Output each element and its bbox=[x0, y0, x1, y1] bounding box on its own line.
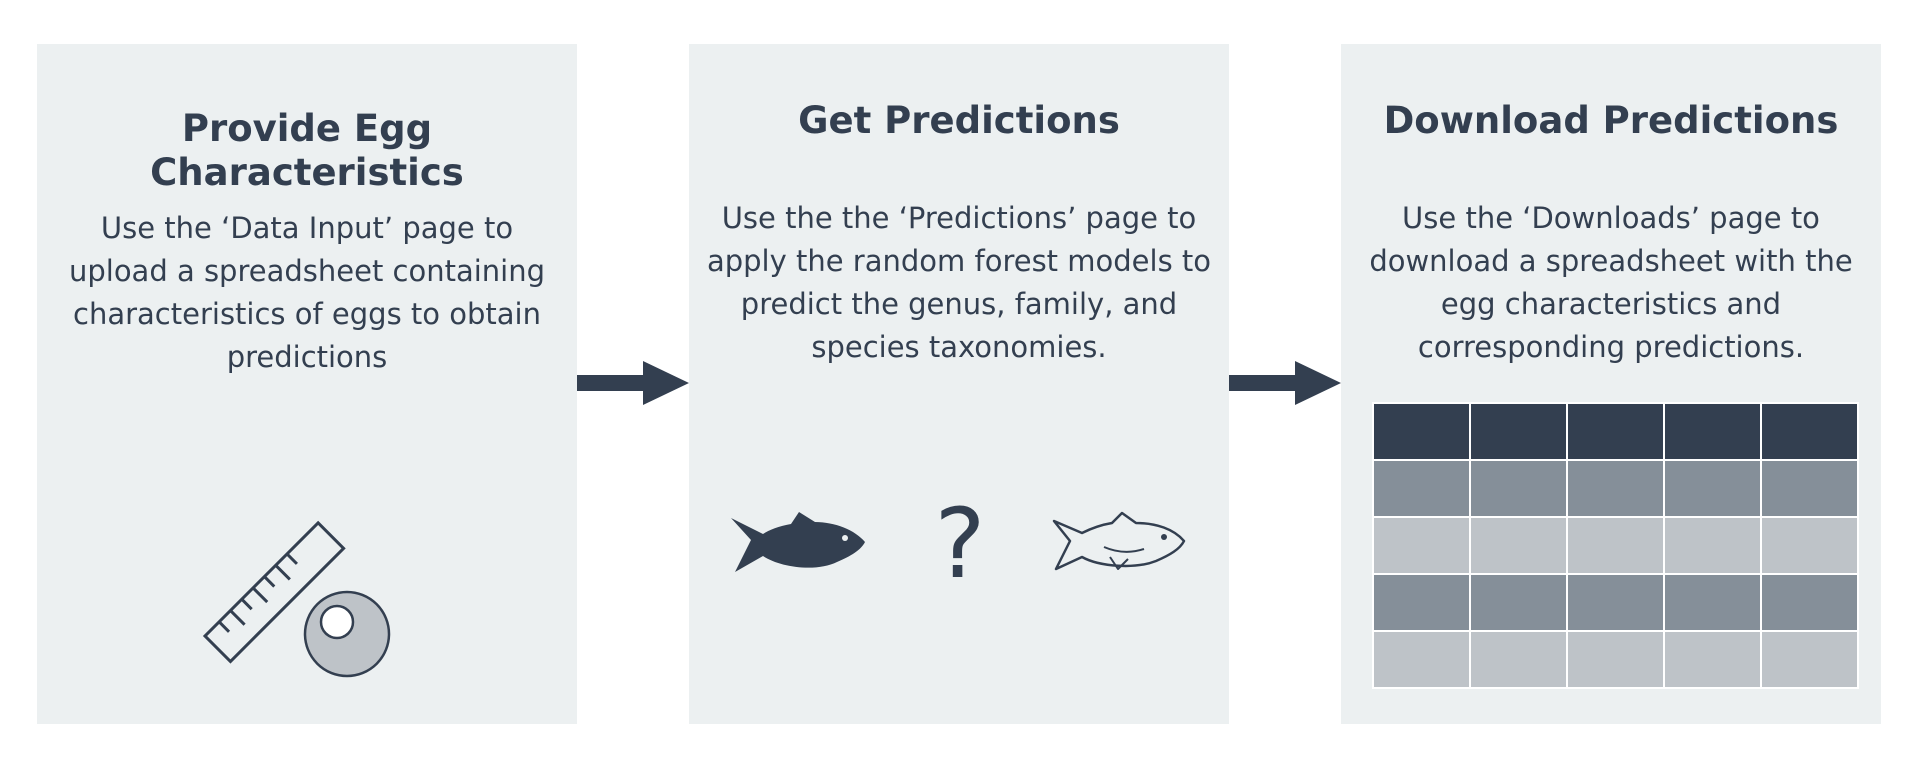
table-row bbox=[1372, 630, 1859, 689]
table-cell bbox=[1663, 573, 1762, 632]
step-panel-provide-egg-characteristics: Provide Egg Characteristics Use the ‘Dat… bbox=[37, 44, 577, 724]
table-cell bbox=[1760, 630, 1859, 689]
table-cell bbox=[1469, 573, 1568, 632]
fish-solid-icon bbox=[731, 512, 865, 572]
table-row bbox=[1372, 516, 1859, 575]
ruler-icon bbox=[202, 520, 391, 678]
step-title: Get Predictions bbox=[798, 99, 1120, 142]
table-cell bbox=[1469, 516, 1568, 575]
table-header-row bbox=[1372, 402, 1859, 461]
table-cell bbox=[1566, 402, 1665, 461]
arrow-right-icon bbox=[1229, 361, 1341, 405]
table-cell bbox=[1469, 630, 1568, 689]
table-cell bbox=[1663, 402, 1762, 461]
table-row bbox=[1372, 459, 1859, 518]
table-cell bbox=[1663, 459, 1762, 518]
table-cell bbox=[1760, 459, 1859, 518]
step-description: Use the ‘Downloads’ page to download a s… bbox=[1369, 201, 1853, 364]
step-description: Use the the ‘Predictions’ page to apply … bbox=[706, 201, 1212, 364]
table-cell bbox=[1566, 630, 1665, 689]
step-panel-get-predictions: Get Predictions Use the the ‘Predictions… bbox=[689, 44, 1229, 724]
table-cell bbox=[1372, 459, 1471, 518]
arrow-right-icon bbox=[577, 361, 689, 405]
table-cell bbox=[1469, 459, 1568, 518]
table-cell bbox=[1566, 516, 1665, 575]
table-cell bbox=[1372, 516, 1471, 575]
table-cell bbox=[1566, 573, 1665, 632]
table-cell bbox=[1372, 630, 1471, 689]
table-cell bbox=[1372, 402, 1471, 461]
table-cell bbox=[1469, 402, 1568, 461]
step-description: Use the ‘Data Input’ page to upload a sp… bbox=[68, 211, 546, 374]
fish-outline-icon bbox=[1052, 511, 1186, 571]
spreadsheet-table-icon bbox=[1372, 402, 1859, 689]
step-title: Provide Egg Characteristics bbox=[150, 107, 464, 194]
step-title: Download Predictions bbox=[1383, 99, 1839, 142]
egg-icon bbox=[303, 590, 391, 678]
table-cell bbox=[1760, 516, 1859, 575]
table-cell bbox=[1760, 573, 1859, 632]
question-mark-icon: ? bbox=[934, 488, 986, 600]
table-cell bbox=[1760, 402, 1859, 461]
table-cell bbox=[1663, 630, 1762, 689]
table-cell bbox=[1372, 573, 1471, 632]
table-cell bbox=[1663, 516, 1762, 575]
table-cell bbox=[1566, 459, 1665, 518]
table-row bbox=[1372, 573, 1859, 632]
